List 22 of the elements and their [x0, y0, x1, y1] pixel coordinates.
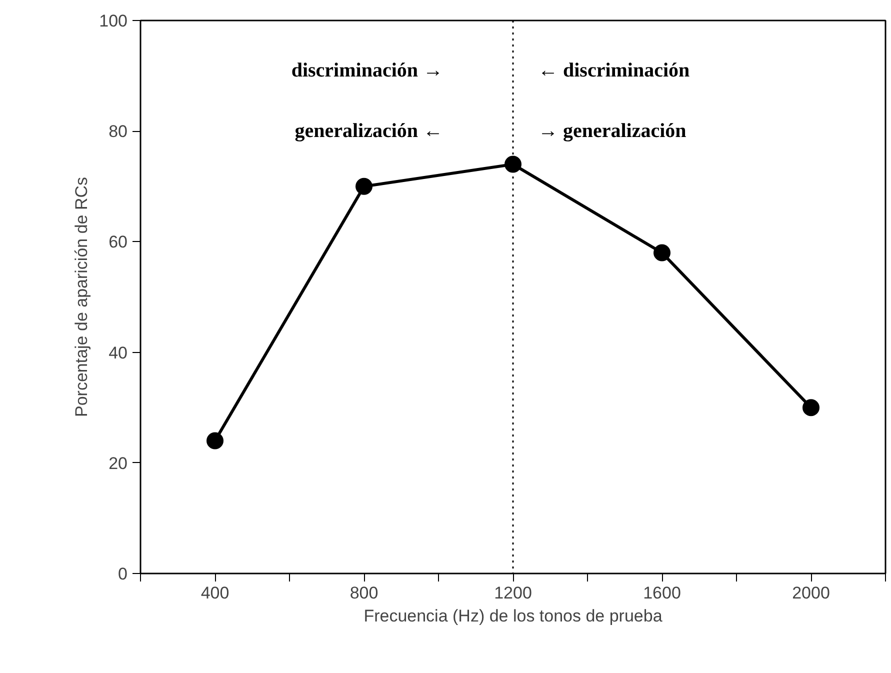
- x-axis-title: Frecuencia (Hz) de los tonos de prueba: [364, 606, 663, 626]
- x-tick-label: 800: [350, 584, 378, 602]
- y-tick-label: 80: [108, 122, 128, 142]
- annotation: ← discriminación: [538, 59, 690, 82]
- x-tick-label: 2000: [792, 584, 830, 602]
- y-tick-label: 20: [108, 454, 128, 473]
- y-tick-label: 0: [118, 564, 128, 584]
- point: [802, 399, 820, 416]
- point: [504, 156, 522, 173]
- y-axis-title: Porcentaje de aparición de RCs: [72, 176, 92, 418]
- x-tick-label: 1600: [643, 584, 681, 602]
- point: [206, 432, 224, 450]
- annotation: discriminación →: [291, 59, 443, 82]
- x-tick-label: 400: [200, 584, 230, 602]
- y-tick-label: 60: [108, 232, 128, 252]
- point: [356, 178, 372, 195]
- annotation: generalización ←: [294, 120, 444, 142]
- annotation: → generalización: [538, 120, 686, 142]
- x-tick-label: 1200: [494, 584, 532, 602]
- y-tick-label: 40: [108, 343, 128, 362]
- point: [654, 244, 670, 262]
- y-tick-label: 100: [99, 12, 128, 30]
